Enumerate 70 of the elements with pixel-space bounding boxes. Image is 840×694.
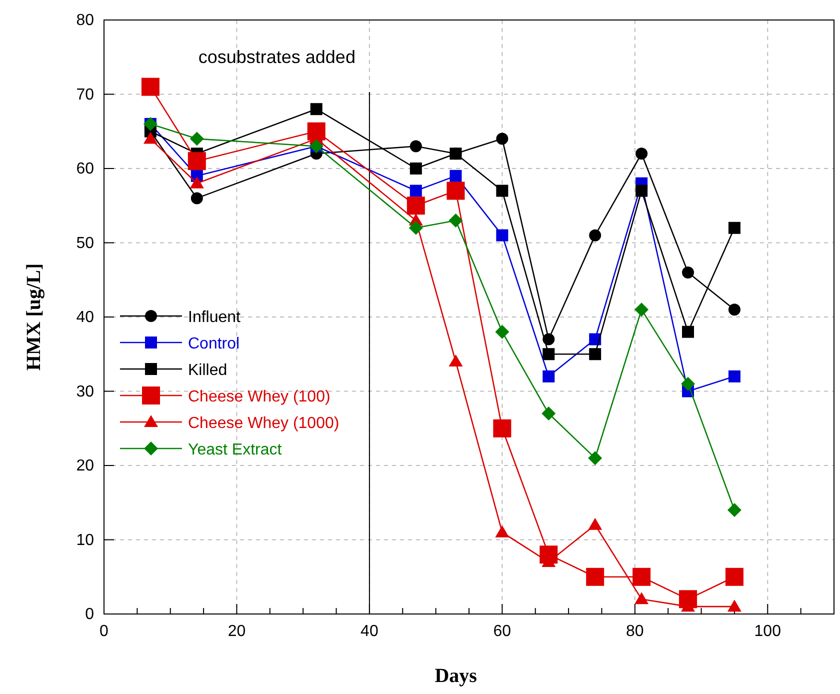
point <box>682 326 694 338</box>
y-tick-label: 70 <box>76 86 94 104</box>
point <box>542 348 555 360</box>
point <box>588 518 602 530</box>
legend-label: Cheese Whey (100) <box>188 388 330 406</box>
point <box>410 184 422 197</box>
x-tick-label: 80 <box>626 623 644 640</box>
point <box>190 132 204 146</box>
ref-line-label: cosubstrates added <box>198 47 356 67</box>
y-tick-label: 30 <box>76 383 94 400</box>
point <box>542 406 556 421</box>
point <box>634 302 649 317</box>
point <box>448 354 463 367</box>
point <box>410 140 422 152</box>
point <box>632 568 651 586</box>
y-tick-label: 40 <box>76 309 94 326</box>
point <box>143 132 158 144</box>
point <box>728 222 740 234</box>
point <box>493 419 512 438</box>
point <box>634 592 649 604</box>
point <box>496 184 508 197</box>
point <box>727 503 742 518</box>
point <box>496 229 508 242</box>
x-tick-label: 20 <box>228 623 246 640</box>
legend-label: Influent <box>188 309 242 326</box>
point <box>141 78 160 96</box>
point <box>728 370 740 382</box>
point <box>408 220 423 235</box>
point <box>636 184 648 197</box>
point <box>450 148 462 160</box>
y-tick-label: 20 <box>76 458 94 474</box>
point <box>728 304 740 316</box>
x-tick-label: 60 <box>493 623 512 640</box>
legend-label: Control <box>188 336 240 352</box>
y-axis-title: HMX [ug/L] <box>23 263 45 371</box>
x-axis-title: Days <box>434 665 478 687</box>
y-tick-label: 0 <box>85 606 94 623</box>
point <box>190 192 203 204</box>
point <box>725 568 744 586</box>
point <box>410 162 422 174</box>
point <box>586 568 604 586</box>
legend-label: Cheese Whey (1000) <box>188 415 340 432</box>
point <box>495 324 510 339</box>
point <box>727 600 742 612</box>
point <box>450 170 462 182</box>
point <box>589 348 602 360</box>
x-tick-label: 100 <box>754 623 782 640</box>
point <box>190 176 204 188</box>
x-tick-label: 40 <box>360 623 378 640</box>
point <box>495 525 510 538</box>
point <box>682 266 694 278</box>
y-tick-label: 50 <box>76 234 94 252</box>
point <box>406 196 425 215</box>
point <box>448 213 463 228</box>
point <box>588 451 602 466</box>
legend-label: Killed <box>188 362 228 379</box>
legend-label: Yeast Extract <box>188 442 282 458</box>
point <box>542 333 555 346</box>
y-tick-label: 10 <box>76 532 94 549</box>
point <box>496 132 508 145</box>
point <box>681 376 695 391</box>
point <box>310 103 322 116</box>
point <box>188 152 206 170</box>
point <box>542 370 555 382</box>
point <box>589 229 602 242</box>
x-tick-label: 0 <box>100 623 109 640</box>
point <box>446 182 465 200</box>
y-tick-label: 60 <box>76 160 94 178</box>
point <box>636 148 648 160</box>
y-tick-label: 80 <box>76 12 94 29</box>
